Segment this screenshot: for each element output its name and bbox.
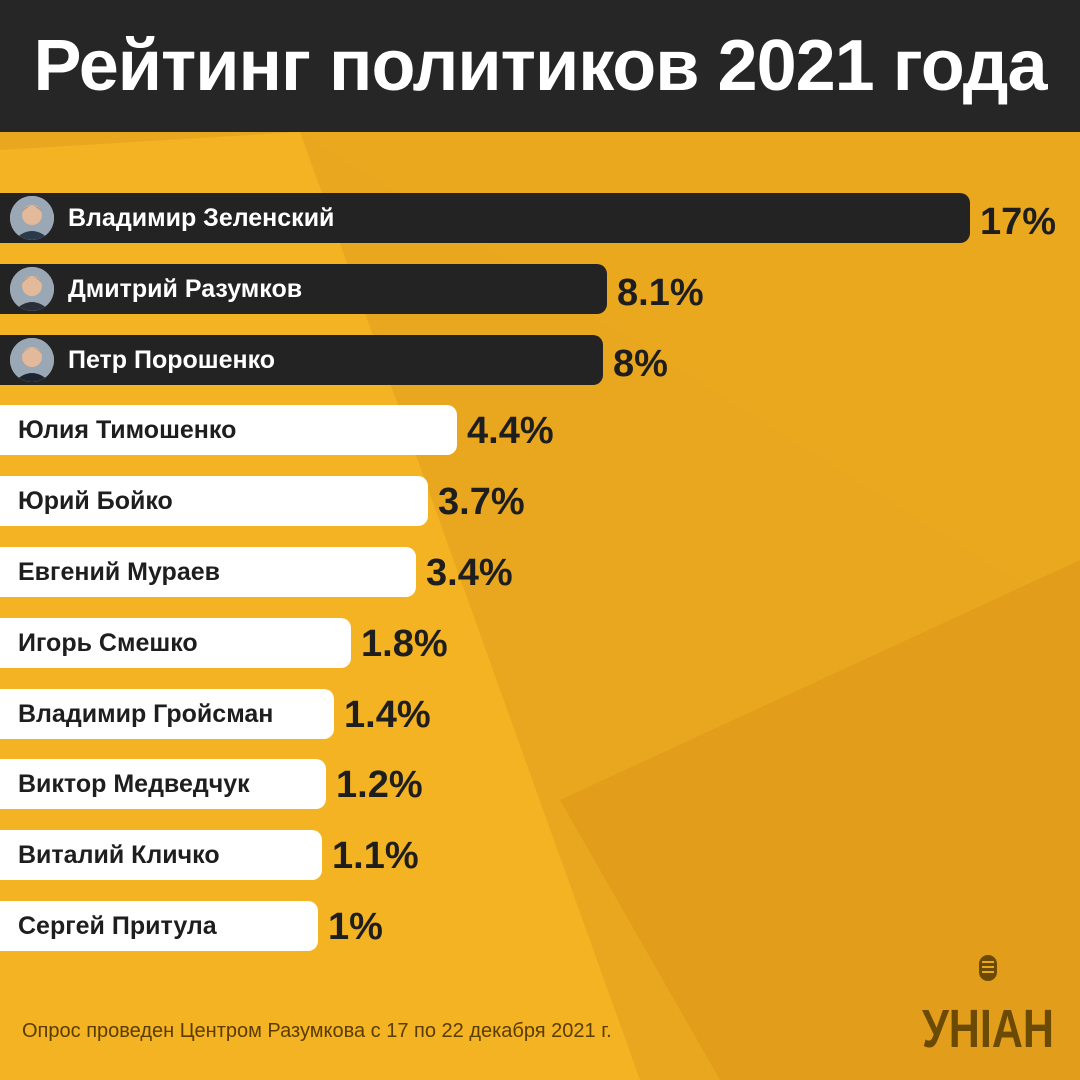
bar-6: Евгений Мураев [0,547,416,597]
bar-11: Сергей Притула [0,901,318,951]
bar-9: Виктор Медведчук [0,759,326,809]
value-label: 1.4% [344,693,431,736]
unian-logo: УНІАН [918,955,1058,1059]
value-label: 3.4% [426,551,513,594]
avatar [10,267,54,311]
value-label: 4.4% [467,409,554,452]
bar-label: Игорь Смешко [18,628,198,657]
value-label: 1.8% [361,622,448,665]
bar-label: Сергей Притула [18,911,217,940]
bar-label: Евгений Мураев [18,557,220,586]
bar-7: Игорь Смешко [0,618,351,668]
avatar [10,196,54,240]
bar-label: Дмитрий Разумков [68,274,303,303]
value-label: 1% [328,905,383,948]
bar-label: Виктор Медведчук [18,769,250,798]
logo-text: УНІАН [922,999,1054,1055]
bar-label: Виталий Кличко [18,840,220,869]
survey-note: Опрос проведен Центром Разумкова с 17 по… [22,1020,612,1042]
value-label: 17% [980,200,1057,243]
value-label: 1.1% [332,834,419,877]
bar-1: Владимир Зеленский [0,193,970,243]
bar-label: Юлия Тимошенко [18,415,237,444]
bar-10: Виталий Кличко [0,830,322,880]
bar-label: Владимир Зеленский [68,203,335,232]
bar-2: Дмитрий Разумков [0,264,607,314]
bar-5: Юрий Бойко [0,476,428,526]
page-title: Рейтинг политиков 2021 года [33,26,1047,106]
header: Рейтинг политиков 2021 года [0,0,1080,132]
avatar [10,338,54,382]
bar-4: Юлия Тимошенко [0,405,457,455]
value-label: 3.7% [438,480,525,523]
bar-3: Петр Порошенко [0,335,603,385]
bar-label: Юрий Бойко [18,486,173,515]
value-label: 8% [613,342,668,385]
value-label: 1.2% [336,763,423,806]
bar-label: Владимир Гройсман [18,699,274,728]
value-label: 8.1% [617,271,704,314]
microphone-icon [979,955,997,981]
bar-8: Владимир Гройсман [0,689,334,739]
bar-label: Петр Порошенко [68,345,276,374]
